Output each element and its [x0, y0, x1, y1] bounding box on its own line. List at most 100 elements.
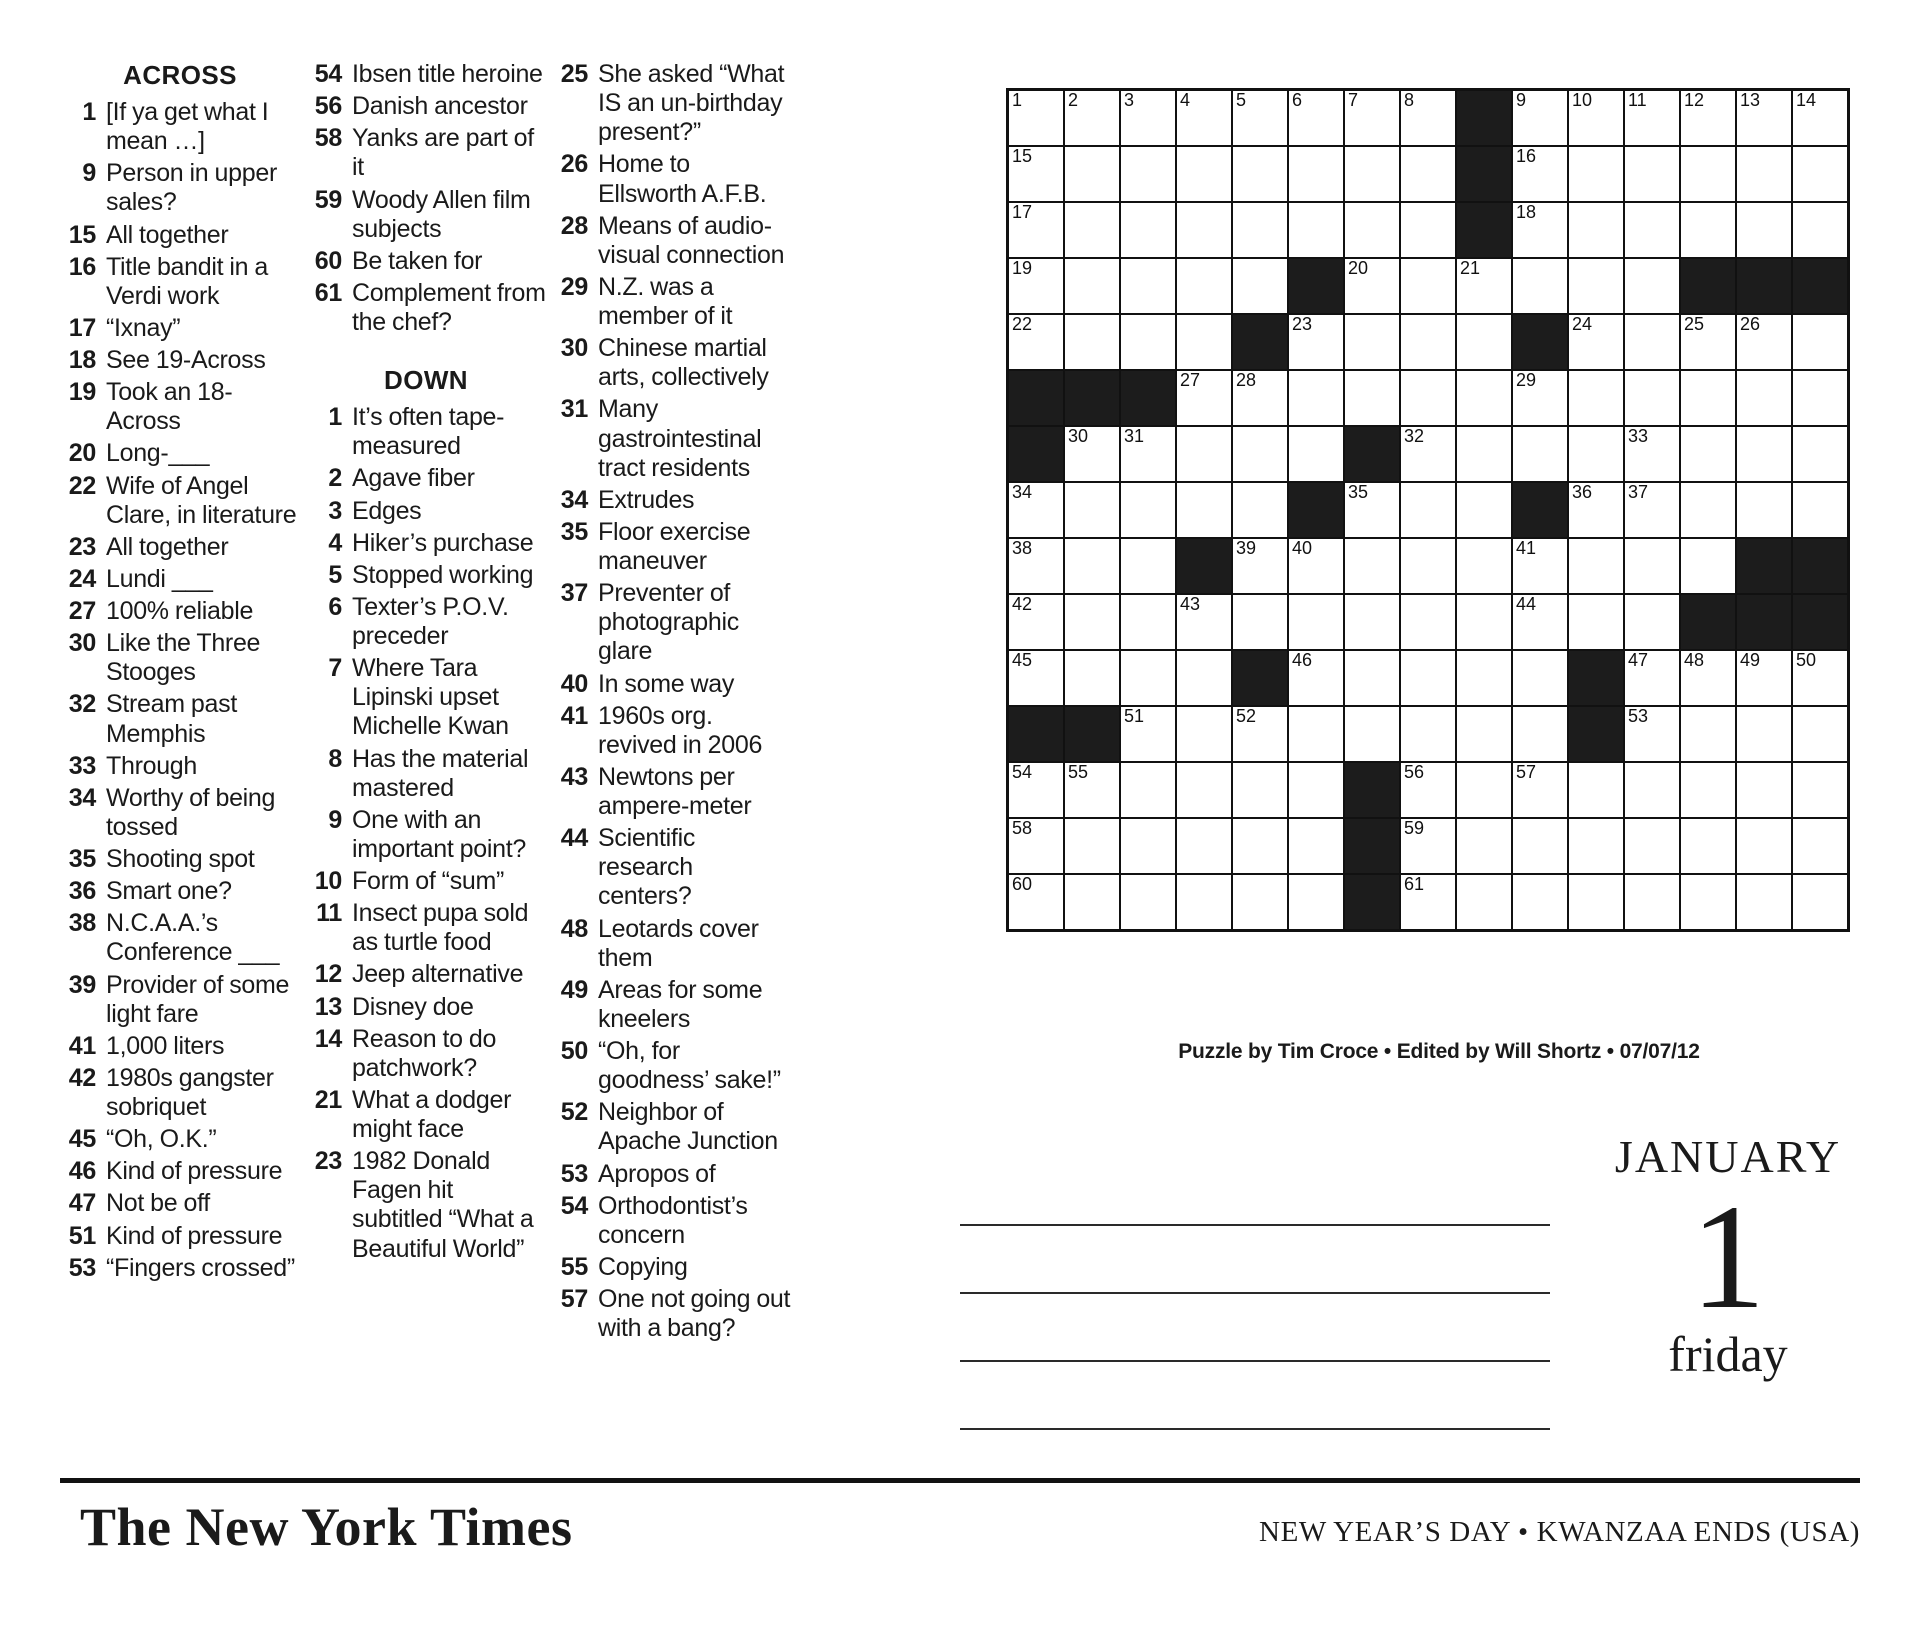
- grid-cell[interactable]: [1343, 145, 1401, 203]
- grid-cell[interactable]: [1399, 313, 1457, 371]
- grid-cell[interactable]: 43: [1175, 593, 1233, 651]
- grid-cell[interactable]: [1455, 873, 1513, 932]
- grid-cell[interactable]: 15: [1006, 145, 1065, 203]
- grid-cell[interactable]: [1175, 481, 1233, 539]
- grid-cell[interactable]: 16: [1511, 145, 1569, 203]
- clue-down-44[interactable]: 44 Scientific research centers?: [552, 824, 792, 911]
- grid-cell[interactable]: [1455, 705, 1513, 763]
- clue-down-43[interactable]: 43 Newtons per ampere-meter: [552, 763, 792, 821]
- grid-cell[interactable]: 17: [1006, 201, 1065, 259]
- grid-cell[interactable]: 32: [1399, 425, 1457, 483]
- grid-cell[interactable]: [1063, 257, 1121, 315]
- grid-cell[interactable]: [1119, 257, 1177, 315]
- grid-cell[interactable]: [1231, 257, 1289, 315]
- grid-cell[interactable]: [1735, 761, 1793, 819]
- grid-cell[interactable]: 25: [1679, 313, 1737, 371]
- grid-cell[interactable]: [1343, 201, 1401, 259]
- grid-cell[interactable]: [1175, 257, 1233, 315]
- grid-cell[interactable]: [1455, 649, 1513, 707]
- clue-down-13[interactable]: 13 Disney doe: [306, 993, 546, 1022]
- grid-cell[interactable]: [1063, 537, 1121, 595]
- grid-cell[interactable]: [1119, 481, 1177, 539]
- grid-cell[interactable]: 52: [1231, 705, 1289, 763]
- grid-cell[interactable]: [1455, 761, 1513, 819]
- grid-cell[interactable]: [1231, 201, 1289, 259]
- clue-across-17[interactable]: 17 “Ixnay”: [60, 314, 300, 343]
- grid-cell[interactable]: [1679, 537, 1737, 595]
- grid-cell[interactable]: [1119, 201, 1177, 259]
- clue-across-33[interactable]: 33 Through: [60, 752, 300, 781]
- grid-cell[interactable]: [1399, 369, 1457, 427]
- grid-cell[interactable]: 28: [1231, 369, 1289, 427]
- clue-across-47[interactable]: 47 Not be off: [60, 1189, 300, 1218]
- grid-cell[interactable]: 9: [1511, 88, 1569, 147]
- crossword-grid[interactable]: 1 2 3 4 5 6 7 8 9 10 11 12 13 14 15 16 17 18 19 20 21 22 23 24 2…: [1006, 88, 1850, 932]
- grid-cell[interactable]: [1623, 537, 1681, 595]
- clue-down-48[interactable]: 48 Leotards cover them: [552, 915, 792, 973]
- grid-cell[interactable]: [1791, 369, 1850, 427]
- grid-cell[interactable]: 61: [1399, 873, 1457, 932]
- clue-down-35[interactable]: 35 Floor exercise maneuver: [552, 518, 792, 576]
- grid-cell[interactable]: [1791, 761, 1850, 819]
- grid-cell[interactable]: [1623, 817, 1681, 875]
- grid-cell[interactable]: [1399, 257, 1457, 315]
- grid-cell[interactable]: [1567, 593, 1625, 651]
- clue-down-14[interactable]: 14 Reason to do patchwork?: [306, 1025, 546, 1083]
- clue-down-21[interactable]: 21 What a dodger might face: [306, 1086, 546, 1144]
- clue-down-49[interactable]: 49 Areas for some kneelers: [552, 976, 792, 1034]
- grid-cell[interactable]: 35: [1343, 481, 1401, 539]
- grid-cell[interactable]: 46: [1287, 649, 1345, 707]
- clue-down-34[interactable]: 34 Extrudes: [552, 486, 792, 515]
- grid-cell[interactable]: [1455, 537, 1513, 595]
- grid-cell[interactable]: 27: [1175, 369, 1233, 427]
- clue-across-45[interactable]: 45 “Oh, O.K.”: [60, 1125, 300, 1154]
- grid-cell[interactable]: [1287, 425, 1345, 483]
- grid-cell[interactable]: 12: [1679, 88, 1737, 147]
- note-line[interactable]: [960, 1362, 1550, 1430]
- grid-cell[interactable]: [1455, 481, 1513, 539]
- grid-cell[interactable]: [1679, 369, 1737, 427]
- grid-cell[interactable]: [1343, 313, 1401, 371]
- note-line[interactable]: [960, 1294, 1550, 1362]
- grid-cell[interactable]: 5: [1231, 88, 1289, 147]
- clue-across-38[interactable]: 38 N.C.A.A.’s Conference ___: [60, 909, 300, 967]
- grid-cell[interactable]: [1399, 201, 1457, 259]
- clue-down-25[interactable]: 25 She asked “What IS an un-birthday pres…: [552, 60, 792, 147]
- grid-cell[interactable]: 39: [1231, 537, 1289, 595]
- grid-cell[interactable]: [1735, 873, 1793, 932]
- grid-cell[interactable]: 8: [1399, 88, 1457, 147]
- crossword-grid-table[interactable]: 1 2 3 4 5 6 7 8 9 10 11 12 13 14 15 16 17 18 19 20 21 22 23 24 2…: [1006, 88, 1850, 932]
- grid-cell[interactable]: [1119, 145, 1177, 203]
- grid-cell[interactable]: [1455, 425, 1513, 483]
- clue-down-7[interactable]: 7 Where Tara Lipinski upset Michelle Kwan: [306, 654, 546, 741]
- grid-cell[interactable]: [1175, 817, 1233, 875]
- clue-across-19[interactable]: 19 Took an 18-Across: [60, 378, 300, 436]
- grid-cell[interactable]: 60: [1006, 873, 1065, 932]
- grid-cell[interactable]: 49: [1735, 649, 1793, 707]
- grid-cell[interactable]: [1063, 201, 1121, 259]
- clue-down-55[interactable]: 55 Copying: [552, 1253, 792, 1282]
- grid-cell[interactable]: [1343, 593, 1401, 651]
- grid-cell[interactable]: [1063, 145, 1121, 203]
- grid-cell[interactable]: 57: [1511, 761, 1569, 819]
- clue-down-41[interactable]: 41 1960s org. revived in 2006: [552, 702, 792, 760]
- clue-down-6[interactable]: 6 Texter’s P.O.V. preceder: [306, 593, 546, 651]
- grid-cell[interactable]: [1735, 369, 1793, 427]
- grid-cell[interactable]: 14: [1791, 88, 1850, 147]
- clue-across-42[interactable]: 42 1980s gangster sobriquet: [60, 1064, 300, 1122]
- clue-across-51[interactable]: 51 Kind of pressure: [60, 1222, 300, 1251]
- grid-cell[interactable]: [1623, 593, 1681, 651]
- grid-cell[interactable]: [1735, 201, 1793, 259]
- clue-down-11[interactable]: 11 Insect pupa sold as turtle food: [306, 899, 546, 957]
- grid-cell[interactable]: [1567, 425, 1625, 483]
- clue-across-59[interactable]: 59 Woody Allen film subjects: [306, 186, 546, 244]
- grid-cell[interactable]: [1287, 369, 1345, 427]
- grid-cell[interactable]: 7: [1343, 88, 1401, 147]
- grid-cell[interactable]: [1231, 761, 1289, 819]
- clue-across-24[interactable]: 24 Lundi ___: [60, 565, 300, 594]
- grid-cell[interactable]: [1623, 257, 1681, 315]
- grid-cell[interactable]: 48: [1679, 649, 1737, 707]
- grid-cell[interactable]: 38: [1006, 537, 1065, 595]
- grid-cell[interactable]: [1679, 705, 1737, 763]
- grid-cell[interactable]: [1343, 649, 1401, 707]
